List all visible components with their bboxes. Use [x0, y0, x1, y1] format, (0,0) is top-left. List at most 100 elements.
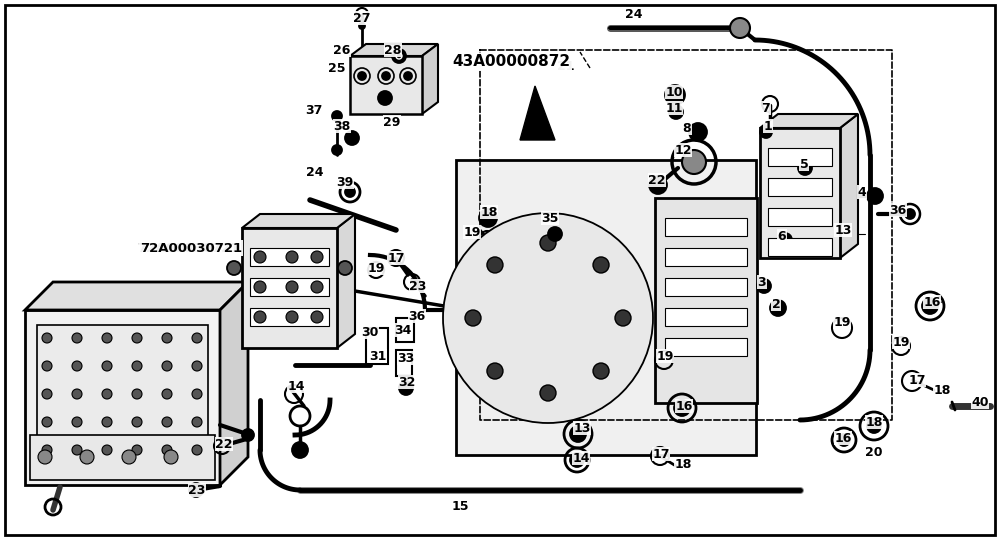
Text: 26: 26	[333, 44, 351, 57]
Text: 37: 37	[305, 104, 323, 117]
Circle shape	[615, 310, 631, 326]
Circle shape	[479, 209, 497, 227]
Bar	[665, 218, 747, 236]
Circle shape	[192, 361, 202, 371]
Circle shape	[254, 251, 266, 263]
Polygon shape	[840, 114, 858, 258]
Circle shape	[345, 131, 359, 145]
Text: 17: 17	[908, 374, 926, 387]
Bar	[665, 278, 747, 296]
Circle shape	[80, 450, 94, 464]
Text: 38: 38	[333, 119, 351, 132]
Text: 36: 36	[408, 309, 426, 322]
Circle shape	[593, 257, 609, 273]
Circle shape	[192, 389, 202, 399]
Bar	[768, 148, 832, 166]
Circle shape	[540, 385, 556, 401]
Text: 36: 36	[889, 204, 907, 217]
Text: 14: 14	[572, 451, 590, 464]
Circle shape	[102, 417, 112, 427]
Circle shape	[332, 111, 342, 121]
Circle shape	[132, 417, 142, 427]
Circle shape	[192, 445, 202, 455]
Text: 31: 31	[369, 349, 387, 362]
Bar	[250, 248, 329, 266]
Text: 7: 7	[762, 102, 770, 114]
Bar	[665, 338, 747, 356]
Text: 19: 19	[367, 261, 385, 274]
Text: 16: 16	[923, 295, 941, 308]
Bar	[655, 198, 757, 403]
Circle shape	[392, 49, 406, 63]
Circle shape	[770, 300, 786, 316]
Circle shape	[465, 310, 481, 326]
Circle shape	[689, 123, 707, 141]
Text: 13: 13	[573, 422, 591, 435]
Circle shape	[38, 450, 52, 464]
Text: 18: 18	[933, 383, 951, 396]
Circle shape	[102, 445, 112, 455]
Circle shape	[570, 426, 586, 442]
Text: 29: 29	[383, 116, 401, 129]
Text: 5: 5	[800, 158, 808, 171]
Text: 72A00030721: 72A00030721	[140, 241, 242, 254]
Circle shape	[311, 251, 323, 263]
Circle shape	[102, 333, 112, 343]
Text: 1: 1	[764, 119, 772, 132]
Circle shape	[518, 288, 578, 348]
Text: 18: 18	[865, 415, 883, 429]
Circle shape	[674, 400, 690, 416]
Circle shape	[286, 281, 298, 293]
Text: 17: 17	[652, 448, 670, 461]
Circle shape	[132, 333, 142, 343]
Circle shape	[292, 442, 308, 458]
Text: 16: 16	[834, 431, 852, 444]
Text: 21: 21	[557, 59, 575, 72]
Circle shape	[132, 389, 142, 399]
Text: 43A00000872: 43A00000872	[452, 55, 570, 70]
Circle shape	[757, 279, 771, 293]
Text: 20: 20	[865, 446, 883, 458]
Circle shape	[42, 445, 52, 455]
Polygon shape	[520, 86, 555, 140]
Circle shape	[570, 453, 584, 467]
Circle shape	[42, 389, 52, 399]
Circle shape	[164, 450, 178, 464]
Text: 18: 18	[480, 206, 498, 219]
Circle shape	[665, 85, 685, 105]
Bar	[250, 308, 329, 326]
Circle shape	[593, 363, 609, 379]
Circle shape	[162, 389, 172, 399]
Polygon shape	[25, 282, 248, 310]
Text: 10: 10	[665, 85, 683, 98]
Bar	[456, 160, 756, 455]
Circle shape	[311, 281, 323, 293]
Circle shape	[189, 483, 203, 497]
Circle shape	[399, 381, 413, 395]
Bar	[25, 310, 220, 485]
Text: 28: 28	[384, 44, 402, 57]
Bar	[768, 208, 832, 226]
Text: 34: 34	[394, 323, 412, 336]
Text: 2: 2	[772, 298, 780, 310]
Bar	[350, 56, 422, 114]
Circle shape	[72, 361, 82, 371]
Circle shape	[533, 303, 563, 333]
Circle shape	[242, 429, 254, 441]
Circle shape	[72, 389, 82, 399]
Circle shape	[122, 450, 136, 464]
Text: 16: 16	[675, 400, 693, 413]
Circle shape	[922, 298, 938, 314]
Text: 39: 39	[336, 176, 354, 188]
Text: 11: 11	[665, 102, 683, 114]
Circle shape	[867, 419, 881, 433]
Circle shape	[162, 333, 172, 343]
Circle shape	[540, 235, 556, 251]
Text: 72A00030721: 72A00030721	[137, 241, 239, 254]
Bar	[665, 248, 747, 266]
Text: 27: 27	[353, 11, 371, 24]
Text: 15: 15	[451, 500, 469, 512]
Circle shape	[480, 250, 616, 386]
Text: 17: 17	[387, 252, 405, 265]
Bar	[250, 278, 329, 296]
